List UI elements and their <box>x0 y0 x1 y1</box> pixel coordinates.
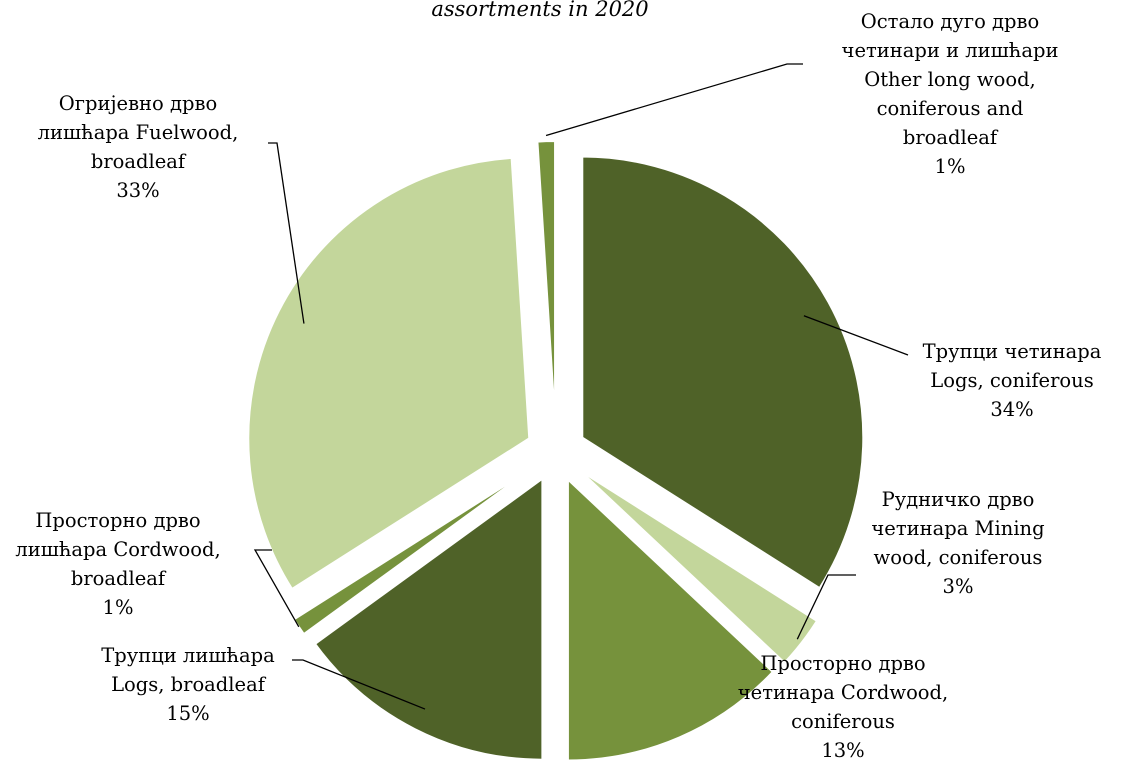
slice-label-line: Logs, broadleaf <box>111 673 267 696</box>
slice-label-line: 13% <box>821 739 864 762</box>
slice-label: Огријевно дрво лишћара Fuelwood, broadleaf… <box>38 92 239 202</box>
slice-label-line: Трупци лишћара <box>101 644 275 667</box>
slice-label-line: coniferous <box>791 710 895 733</box>
pie-slice <box>566 477 775 762</box>
slice-label-line: Огријевно дрво <box>59 92 217 115</box>
pie-slice <box>581 155 865 590</box>
slice-label-line: 1% <box>103 596 134 619</box>
slice-label-line: Logs, coniferous <box>930 369 1093 392</box>
slice-label-line: 3% <box>943 575 974 598</box>
slice-label-line: coniferous and <box>877 97 1024 120</box>
slice-label: Рудничко дрво четинара Mining wood, conife… <box>871 488 1044 598</box>
pie-slice <box>313 476 544 761</box>
slice-label-line: четинари и лишћари <box>842 39 1059 62</box>
leader-line <box>545 63 803 137</box>
slice-label-line: Рудничко дрво <box>882 488 1035 511</box>
pie-slice <box>536 140 557 423</box>
slice-label: Трупци четинара Logs, coniferous 34% <box>923 340 1102 421</box>
pie-slice <box>579 469 819 665</box>
slice-label-line: лишћара Cordwood, <box>15 538 220 561</box>
slice-label-line: лишћара Fuelwood, <box>38 121 239 144</box>
slice-label: Просторно дрво четинара Cordwood, conifero… <box>738 652 948 762</box>
slice-label-line: 1% <box>935 155 966 178</box>
slice-label-line: wood, coniferous <box>874 546 1043 569</box>
slice-label: Остало дуго дрво четинари и лишћари Other … <box>842 10 1059 178</box>
slice-label-line: Просторно дрво <box>35 509 200 532</box>
slice-label-line: 15% <box>166 702 209 725</box>
slice-label: Трупци лишћара Logs, broadleaf 15% <box>101 644 275 725</box>
slice-label-line: четинара Cordwood, <box>738 681 948 704</box>
slice-label-line: broadleaf <box>71 567 167 590</box>
pie-slice <box>247 156 531 591</box>
chart-title: assortments in 2020 <box>431 0 648 21</box>
slice-label: Просторно дрво лишћара Cordwood, broadleaf… <box>15 509 220 619</box>
slice-label-line: Остало дуго дрво <box>861 10 1040 33</box>
slice-label-line: Other long wood, <box>864 68 1036 91</box>
slice-label-line: Просторно дрво <box>760 652 925 675</box>
slice-label-line: 33% <box>116 179 159 202</box>
slice-label-line: 34% <box>990 398 1033 421</box>
leader-line <box>292 659 426 710</box>
leader-line <box>253 549 300 628</box>
slice-label-line: broadleaf <box>903 126 999 149</box>
leader-line <box>796 574 856 640</box>
leader-line <box>268 142 305 324</box>
slice-label-line: четинара Mining <box>871 517 1044 540</box>
slice-label-line: broadleaf <box>91 150 187 173</box>
leader-line <box>803 315 909 356</box>
slice-label-line: Трупци четинара <box>923 340 1102 363</box>
